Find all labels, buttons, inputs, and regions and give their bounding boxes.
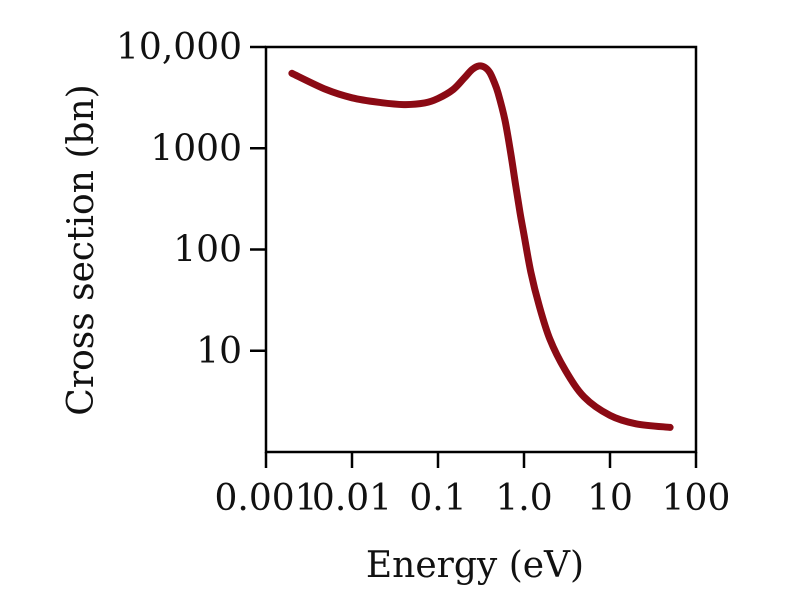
- plot-frame: [264, 45, 698, 454]
- y-tick-label: 10: [196, 331, 242, 372]
- y-tick-label: 10,000: [116, 27, 242, 68]
- x-tick-label: 100: [662, 478, 731, 519]
- x-tick-label: 0.01: [312, 478, 392, 519]
- y-tick-label: 100: [173, 230, 242, 271]
- series-group: [288, 62, 674, 431]
- cross-section-curve: [288, 62, 674, 431]
- x-tick-label: 10: [587, 478, 633, 519]
- y-axis-label: Cross section (bn): [61, 84, 102, 415]
- x-tick-label: 0.001: [214, 478, 317, 519]
- y-tick-label: 1000: [150, 128, 242, 169]
- y-axis-ticks: 10 100 1000 10,000: [116, 27, 266, 372]
- x-tick-label: 1.0: [495, 478, 552, 519]
- x-axis-label: Energy (eV): [366, 545, 584, 586]
- x-tick-label: 0.1: [409, 478, 466, 519]
